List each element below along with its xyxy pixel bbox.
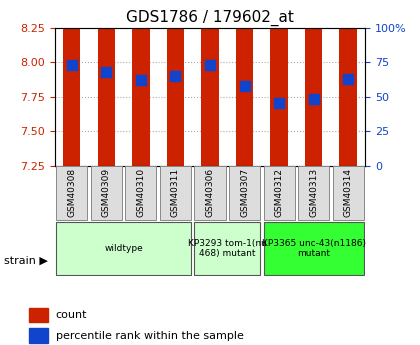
FancyBboxPatch shape xyxy=(56,222,191,275)
Point xyxy=(207,62,213,68)
Point xyxy=(68,62,75,68)
Bar xyxy=(98,0,115,166)
Bar xyxy=(236,0,253,166)
Bar xyxy=(63,0,81,166)
FancyBboxPatch shape xyxy=(229,166,260,220)
Bar xyxy=(339,0,357,166)
FancyBboxPatch shape xyxy=(333,166,364,220)
FancyBboxPatch shape xyxy=(160,166,191,220)
Title: GDS1786 / 179602_at: GDS1786 / 179602_at xyxy=(126,10,294,26)
Text: KP3293 tom-1(nu
468) mutant: KP3293 tom-1(nu 468) mutant xyxy=(188,239,267,258)
Point xyxy=(172,73,179,79)
Text: percentile rank within the sample: percentile rank within the sample xyxy=(56,331,244,341)
Text: GSM40306: GSM40306 xyxy=(205,168,215,217)
Bar xyxy=(305,0,322,166)
FancyBboxPatch shape xyxy=(194,222,260,275)
Point xyxy=(103,69,110,75)
FancyBboxPatch shape xyxy=(263,166,294,220)
Point xyxy=(345,76,352,81)
Bar xyxy=(29,328,48,343)
FancyBboxPatch shape xyxy=(91,166,122,220)
Text: count: count xyxy=(56,310,87,320)
Point xyxy=(241,83,248,88)
FancyBboxPatch shape xyxy=(263,222,364,275)
Text: GSM40311: GSM40311 xyxy=(171,168,180,217)
FancyBboxPatch shape xyxy=(126,166,157,220)
Text: GSM40307: GSM40307 xyxy=(240,168,249,217)
Point xyxy=(276,101,282,106)
Text: wildtype: wildtype xyxy=(104,244,143,253)
Bar xyxy=(132,0,150,166)
Text: KP3365 unc-43(n1186)
mutant: KP3365 unc-43(n1186) mutant xyxy=(262,239,365,258)
FancyBboxPatch shape xyxy=(298,166,329,220)
FancyBboxPatch shape xyxy=(56,166,87,220)
Text: GSM40308: GSM40308 xyxy=(67,168,76,217)
Text: GSM40310: GSM40310 xyxy=(136,168,145,217)
Text: GSM40314: GSM40314 xyxy=(344,168,353,217)
Bar xyxy=(201,0,219,166)
Point xyxy=(138,77,144,83)
Text: GSM40312: GSM40312 xyxy=(275,168,284,217)
Text: GSM40309: GSM40309 xyxy=(102,168,111,217)
Bar xyxy=(270,0,288,166)
Bar xyxy=(29,308,48,322)
FancyBboxPatch shape xyxy=(194,166,226,220)
Text: strain ▶: strain ▶ xyxy=(4,256,48,265)
Point xyxy=(310,97,317,102)
Text: GSM40313: GSM40313 xyxy=(309,168,318,217)
Bar xyxy=(167,0,184,166)
